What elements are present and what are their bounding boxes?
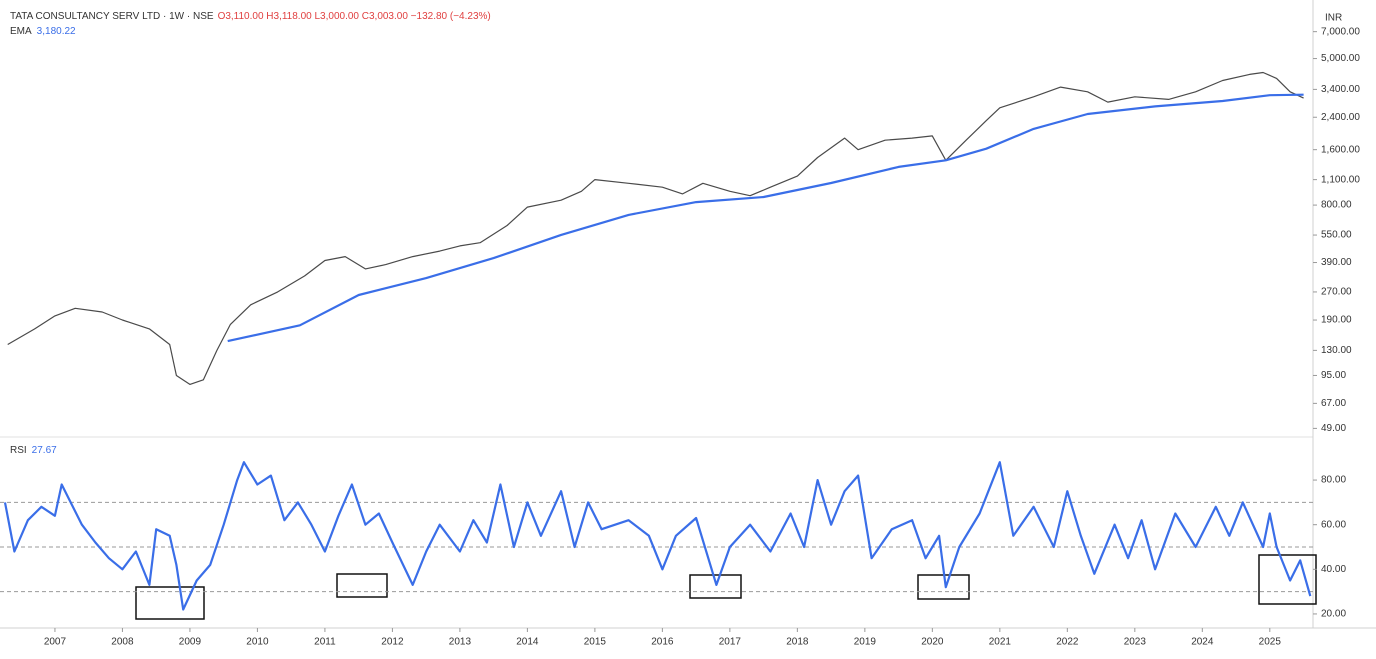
y-tick-label: 20.00 xyxy=(1321,609,1346,620)
annotation-boxes xyxy=(135,554,1317,620)
ema-name: EMA xyxy=(10,26,32,37)
header: TATA CONSULTANCY SERV LTD · 1W · NSE O3,1… xyxy=(10,11,491,22)
y-tick-label: 1,600.00 xyxy=(1321,144,1360,155)
y-tick-label: 270.00 xyxy=(1321,287,1352,298)
x-tick-label: 2015 xyxy=(584,637,607,648)
ema-value: 3,180.22 xyxy=(37,26,76,37)
y-tick-label: 550.00 xyxy=(1321,230,1352,241)
series-line xyxy=(7,71,1304,385)
y-tick-label: 3,400.00 xyxy=(1321,84,1360,95)
y-tick-label: 1,100.00 xyxy=(1321,174,1360,185)
x-tick-label: 2021 xyxy=(989,637,1012,648)
x-tick-label: 2016 xyxy=(651,637,674,648)
currency: INR xyxy=(1325,13,1342,24)
x-tick-label: 2023 xyxy=(1124,637,1147,648)
y-tick-label: 190.00 xyxy=(1321,315,1352,326)
y-tick-label: 390.00 xyxy=(1321,257,1352,268)
x-tick-label: 2007 xyxy=(44,637,67,648)
annotation-box xyxy=(336,573,388,598)
x-tick-label: 2022 xyxy=(1056,637,1079,648)
x-tick-label: 2019 xyxy=(854,637,877,648)
x-tick-label: 2024 xyxy=(1191,637,1214,648)
x-tick-label: 2013 xyxy=(449,637,472,648)
x-tick-label: 2008 xyxy=(111,637,134,648)
y-tick-label: 80.00 xyxy=(1321,475,1346,486)
rsi-name: RSI xyxy=(10,445,27,456)
x-tick-label: 2025 xyxy=(1259,637,1282,648)
annotation-box xyxy=(1258,554,1317,605)
ema-legend: EMA 3,180.22 xyxy=(10,26,76,37)
ohlc: O3,110.00 H3,118.00 L3,000.00 C3,003.00 … xyxy=(218,11,491,22)
x-tick-label: 2012 xyxy=(381,637,404,648)
series-line xyxy=(3,461,1312,611)
y-tick-label: 7,000.00 xyxy=(1321,26,1360,37)
annotation-box xyxy=(135,586,205,620)
x-tick-label: 2014 xyxy=(516,637,539,648)
y-tick-label: 5,000.00 xyxy=(1321,53,1360,64)
series-line xyxy=(227,93,1304,343)
x-tick-label: 2009 xyxy=(179,637,202,648)
x-tick-label: 2018 xyxy=(786,637,809,648)
y-tick-label: 67.00 xyxy=(1321,398,1346,409)
y-tick-label: 95.00 xyxy=(1321,370,1346,381)
y-tick-label: 60.00 xyxy=(1321,519,1346,530)
y-tick-label: 40.00 xyxy=(1321,564,1346,575)
y-tick-label: 130.00 xyxy=(1321,345,1352,356)
x-tick-label: 2017 xyxy=(719,637,742,648)
y-tick-label: 49.00 xyxy=(1321,423,1346,434)
y-tick-label: 2,400.00 xyxy=(1321,112,1360,123)
x-tick-label: 2020 xyxy=(921,637,944,648)
annotation-box xyxy=(689,574,742,599)
x-tick-label: 2010 xyxy=(246,637,269,648)
rsi-legend: RSI 27.67 xyxy=(10,445,57,456)
x-tick-label: 2011 xyxy=(314,637,336,648)
symbol: TATA CONSULTANCY SERV LTD · 1W · NSE xyxy=(10,11,214,22)
rsi-value: 27.67 xyxy=(32,445,57,456)
y-tick-label: 800.00 xyxy=(1321,200,1352,211)
